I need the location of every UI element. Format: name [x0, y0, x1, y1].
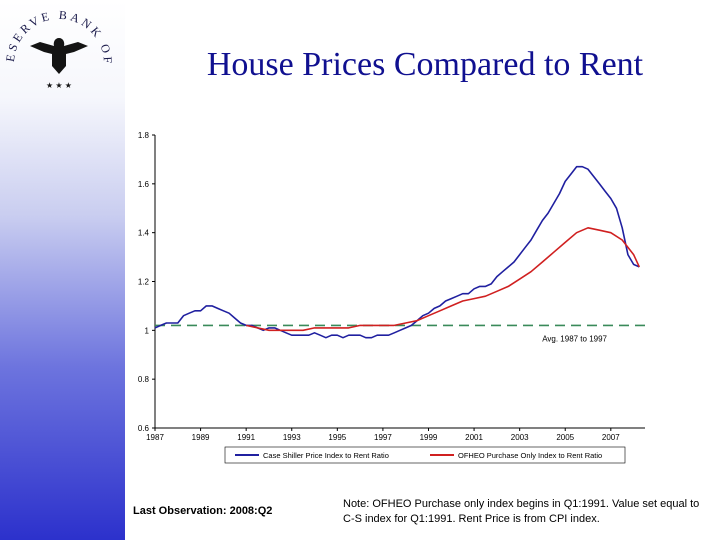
- sidebar-gradient: [0, 0, 125, 540]
- x-tick-label: 2003: [511, 433, 529, 442]
- x-tick-label: 1993: [283, 433, 301, 442]
- y-tick-label: 0.6: [138, 424, 150, 433]
- legend-label-1: OFHEO Purchase Only Index to Rent Ratio: [458, 451, 602, 460]
- series-line-0: [154, 165, 640, 339]
- y-tick-label: 1.4: [138, 229, 150, 238]
- average-reference-label: Avg. 1987 to 1997: [542, 334, 607, 343]
- y-tick-label: 0.8: [138, 375, 150, 384]
- x-tick-label: 2001: [465, 433, 483, 442]
- x-tick-label: 1995: [328, 433, 346, 442]
- svg-text:★ ★ ★: ★ ★ ★: [46, 81, 72, 90]
- series-line-1: [246, 227, 641, 332]
- page-title: House Prices Compared to Rent: [206, 46, 644, 83]
- x-tick-label: 2005: [556, 433, 574, 442]
- x-tick-label: 1991: [237, 433, 255, 442]
- legend-label-0: Case Shiller Price Index to Rent Ratio: [263, 451, 389, 460]
- x-tick-label: 2007: [602, 433, 620, 442]
- fed-seal-logo: FEDERAL RESERVE BANK OF ST. LOUIS ★ ★ ★: [0, 0, 112, 90]
- source-note: Note: OFHEO Purchase only index begins i…: [343, 498, 700, 525]
- y-tick-label: 1.6: [138, 180, 150, 189]
- y-tick-label: 1.8: [138, 131, 150, 140]
- x-tick-label: 1999: [420, 433, 438, 442]
- x-tick-label: 1997: [374, 433, 392, 442]
- last-observation-note: Last Observation: 2008:Q2: [133, 505, 273, 517]
- legend-box: [224, 446, 626, 464]
- y-tick-label: 1.2: [138, 278, 150, 287]
- y-tick-label: 1: [145, 326, 150, 335]
- chart: 0.6 0.8 1 1.2 1.4 1.6 1.8 1987 1989 1991 1993 1995 1…: [138, 131, 645, 464]
- x-tick-label: 1989: [192, 433, 210, 442]
- x-tick-label: 1987: [146, 433, 164, 442]
